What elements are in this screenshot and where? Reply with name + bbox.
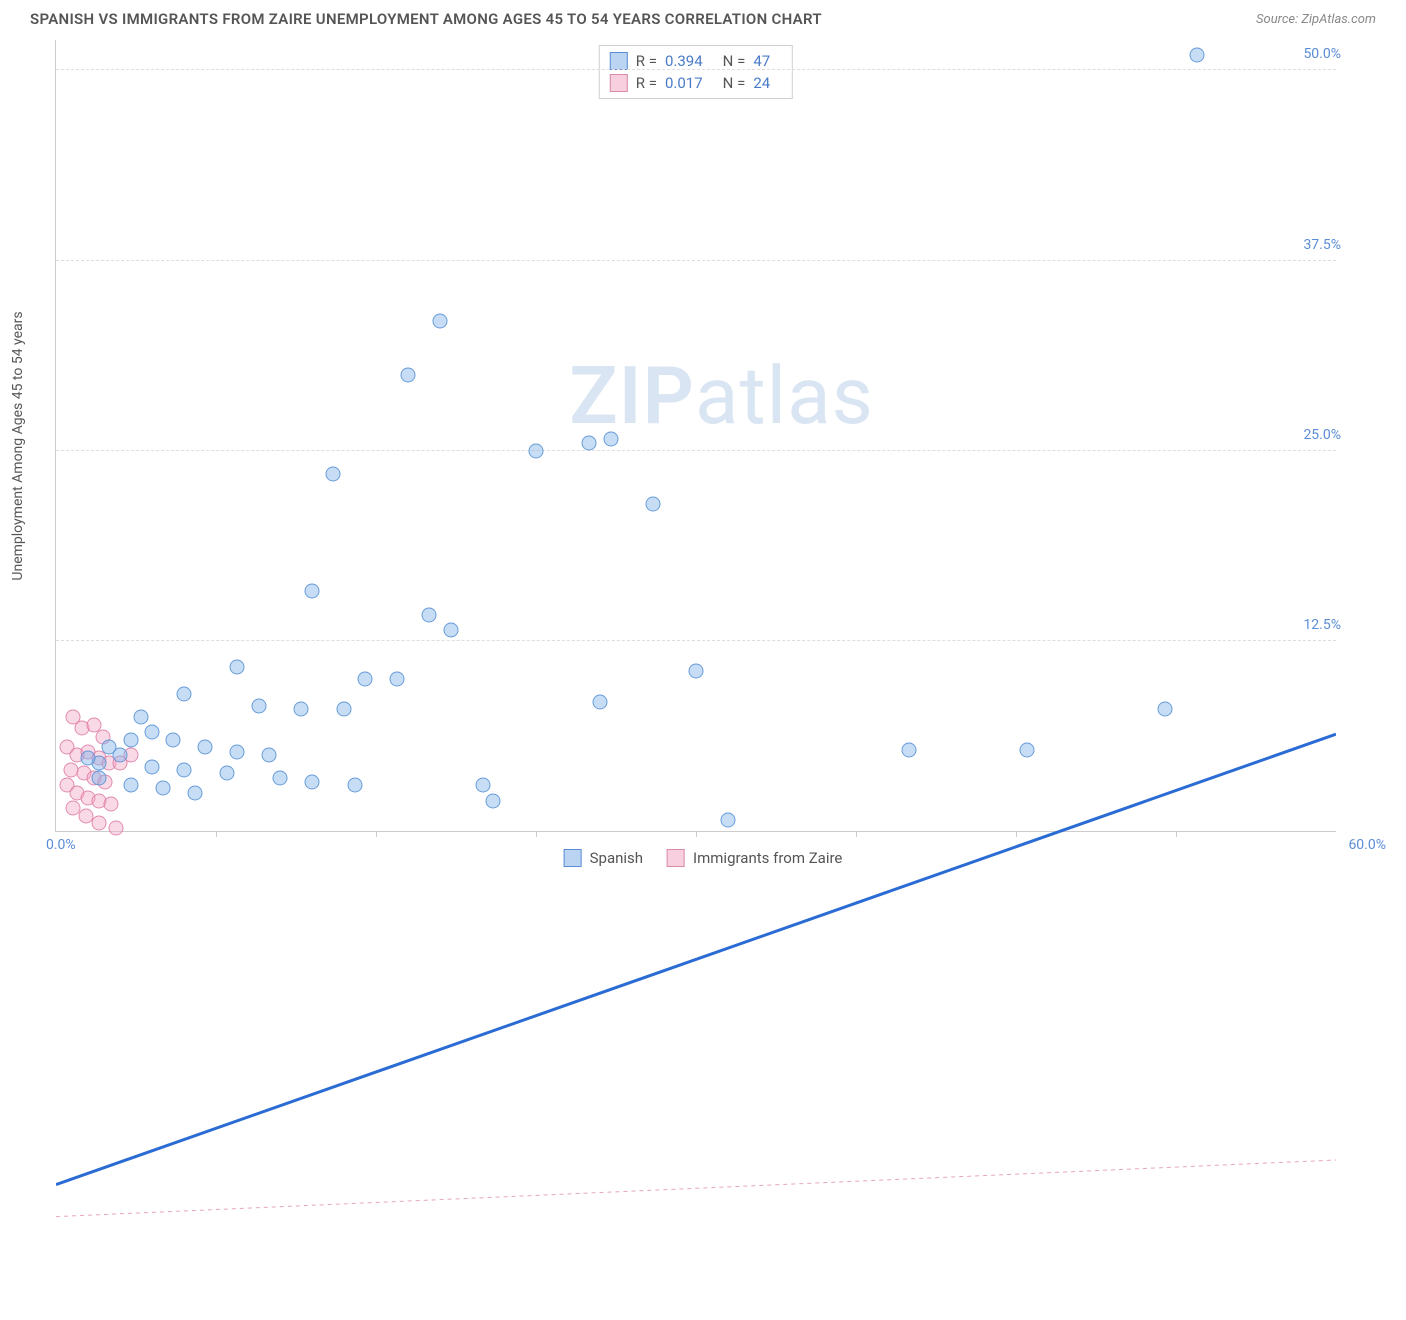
scatter-point-pink bbox=[91, 816, 106, 831]
scatter-point-blue bbox=[262, 747, 277, 762]
scatter-point-blue bbox=[582, 436, 597, 451]
scatter-point-blue bbox=[305, 775, 320, 790]
y-tick-label: 12.5% bbox=[1303, 617, 1341, 633]
x-max-label: 60.0% bbox=[1348, 837, 1386, 853]
trendline bbox=[56, 1160, 1336, 1217]
scatter-point-blue bbox=[305, 583, 320, 598]
scatter-point-blue bbox=[91, 770, 106, 785]
bottom-legend: Spanish Immigrants from Zaire bbox=[564, 849, 843, 867]
scatter-point-blue bbox=[337, 702, 352, 717]
n-value-2: 24 bbox=[753, 74, 770, 92]
gridline bbox=[56, 450, 1336, 451]
x-tick bbox=[856, 831, 857, 837]
gridline bbox=[56, 260, 1336, 261]
scatter-point-blue bbox=[219, 766, 234, 781]
scatter-point-blue bbox=[230, 744, 245, 759]
scatter-point-blue bbox=[902, 743, 917, 758]
gridline bbox=[56, 640, 1336, 641]
scatter-point-blue bbox=[123, 732, 138, 747]
scatter-point-blue bbox=[443, 623, 458, 638]
scatter-point-blue bbox=[198, 740, 213, 755]
legend-item-zaire: Immigrants from Zaire bbox=[667, 849, 842, 867]
trendlines-svg bbox=[56, 40, 1336, 1320]
scatter-point-blue bbox=[81, 751, 96, 766]
scatter-point-blue bbox=[273, 770, 288, 785]
n-label-1: N = bbox=[723, 52, 746, 70]
y-tick-label: 37.5% bbox=[1303, 237, 1341, 253]
n-label-2: N = bbox=[723, 74, 746, 92]
scatter-point-blue bbox=[230, 659, 245, 674]
scatter-point-pink bbox=[104, 796, 119, 811]
legend-label-spanish: Spanish bbox=[590, 849, 643, 867]
x-tick bbox=[536, 831, 537, 837]
scatter-point-blue bbox=[486, 793, 501, 808]
x-tick bbox=[216, 831, 217, 837]
scatter-point-blue bbox=[1190, 48, 1205, 63]
watermark: ZIPatlas bbox=[569, 349, 874, 443]
scatter-point-blue bbox=[326, 466, 341, 481]
scatter-point-blue bbox=[123, 778, 138, 793]
scatter-point-blue bbox=[1158, 702, 1173, 717]
scatter-point-blue bbox=[593, 694, 608, 709]
scatter-point-blue bbox=[102, 740, 117, 755]
scatter-point-blue bbox=[390, 671, 405, 686]
x-tick bbox=[1016, 831, 1017, 837]
y-tick-label: 25.0% bbox=[1303, 427, 1341, 443]
chart-source: Source: ZipAtlas.com bbox=[1256, 12, 1376, 27]
legend-swatch-pink bbox=[667, 849, 685, 867]
chart-title: SPANISH VS IMMIGRANTS FROM ZAIRE UNEMPLO… bbox=[30, 10, 822, 28]
scatter-point-blue bbox=[145, 760, 160, 775]
scatter-point-blue bbox=[1019, 743, 1034, 758]
x-origin-label: 0.0% bbox=[46, 837, 76, 853]
legend-item-spanish: Spanish bbox=[564, 849, 643, 867]
swatch-pink bbox=[610, 74, 628, 92]
r-value-1: 0.394 bbox=[665, 52, 703, 70]
swatch-blue bbox=[610, 52, 628, 70]
r-value-2: 0.017 bbox=[665, 74, 703, 92]
scatter-point-blue bbox=[689, 664, 704, 679]
legend-label-zaire: Immigrants from Zaire bbox=[693, 849, 842, 867]
scatter-point-blue bbox=[433, 314, 448, 329]
scatter-point-blue bbox=[251, 699, 266, 714]
trendline bbox=[56, 734, 1336, 1184]
scatter-point-blue bbox=[422, 608, 437, 623]
watermark-atlas: atlas bbox=[695, 349, 874, 443]
n-value-1: 47 bbox=[753, 52, 770, 70]
scatter-point-blue bbox=[529, 443, 544, 458]
scatter-point-blue bbox=[145, 725, 160, 740]
r-label-1: R = bbox=[636, 52, 657, 70]
scatter-point-blue bbox=[347, 778, 362, 793]
x-tick bbox=[1176, 831, 1177, 837]
scatter-point-blue bbox=[177, 687, 192, 702]
scatter-point-blue bbox=[134, 709, 149, 724]
scatter-point-blue bbox=[155, 781, 170, 796]
scatter-point-blue bbox=[603, 431, 618, 446]
scatter-point-blue bbox=[721, 813, 736, 828]
x-tick bbox=[376, 831, 377, 837]
plot-area: ZIPatlas R = 0.394 N = 47 R = 0.017 N = … bbox=[55, 40, 1336, 832]
x-tick bbox=[696, 831, 697, 837]
scatter-point-blue bbox=[294, 702, 309, 717]
y-tick-label: 50.0% bbox=[1303, 46, 1341, 62]
scatter-point-blue bbox=[358, 671, 373, 686]
y-axis-label: Unemployment Among Ages 45 to 54 years bbox=[10, 311, 26, 580]
legend-swatch-blue bbox=[564, 849, 582, 867]
scatter-point-blue bbox=[187, 785, 202, 800]
chart-container: ZIPatlas R = 0.394 N = 47 R = 0.017 N = … bbox=[55, 40, 1376, 832]
scatter-point-blue bbox=[166, 732, 181, 747]
scatter-point-blue bbox=[401, 367, 416, 382]
r-label-2: R = bbox=[636, 74, 657, 92]
scatter-point-blue bbox=[177, 763, 192, 778]
stats-row-pink: R = 0.017 N = 24 bbox=[610, 72, 782, 94]
scatter-point-blue bbox=[646, 496, 661, 511]
chart-header: SPANISH VS IMMIGRANTS FROM ZAIRE UNEMPLO… bbox=[30, 10, 1376, 28]
watermark-zip: ZIP bbox=[569, 349, 695, 443]
scatter-point-blue bbox=[475, 778, 490, 793]
stats-legend: R = 0.394 N = 47 R = 0.017 N = 24 bbox=[599, 45, 793, 99]
scatter-point-pink bbox=[108, 820, 123, 835]
gridline bbox=[56, 69, 1336, 70]
